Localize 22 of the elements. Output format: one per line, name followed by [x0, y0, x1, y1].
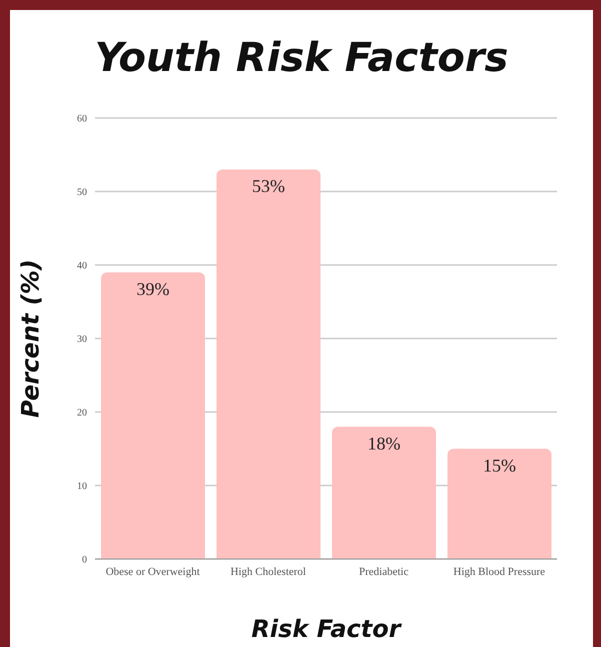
y-axis-title: Percent (%): [16, 259, 45, 418]
data-label: 39%: [136, 279, 170, 300]
data-label: 18%: [368, 433, 400, 454]
x-axis-title: Risk Factor: [251, 615, 403, 643]
y-tick-label: 50: [77, 187, 87, 198]
x-tick-label: High Cholesterol: [230, 566, 306, 578]
y-tick-label: 40: [77, 260, 87, 272]
x-tick-label: Prediabetic: [359, 566, 409, 578]
chart-title: Youth Risk Factors: [94, 35, 510, 81]
bar: [332, 426, 436, 559]
bar: [101, 272, 205, 559]
y-tick-label: 10: [77, 481, 87, 492]
y-tick-label: 20: [77, 408, 87, 419]
data-label: 53%: [252, 176, 285, 196]
y-tick-label: 30: [77, 334, 87, 346]
data-label: 15%: [483, 456, 516, 476]
x-tick-label: High Blood Pressure: [453, 566, 546, 578]
x-tick-label: Obese or Overweight: [106, 566, 200, 578]
bar: [216, 169, 320, 559]
bar: [448, 448, 552, 559]
y-tick-label: 60: [77, 114, 87, 125]
y-tick-label: 0: [82, 554, 87, 566]
